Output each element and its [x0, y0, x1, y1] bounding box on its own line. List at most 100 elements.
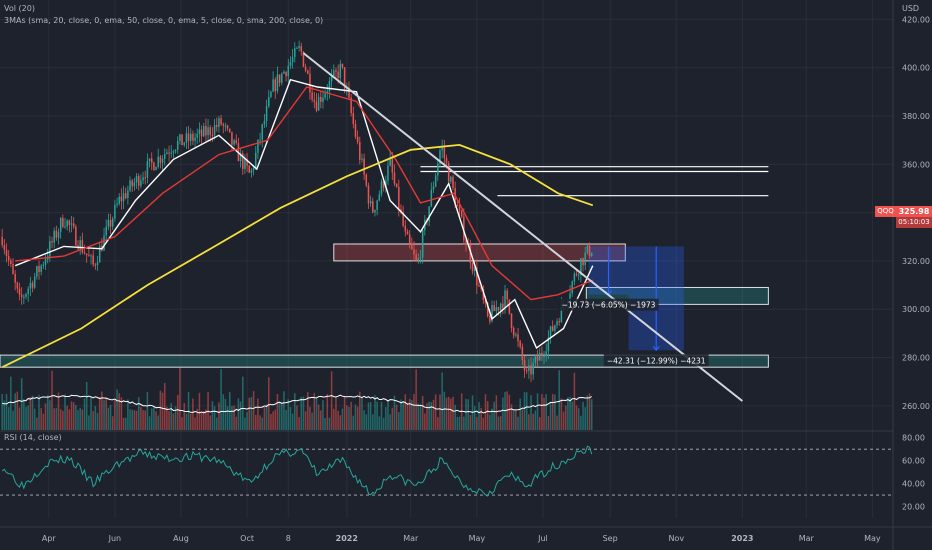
- volume-bar: [445, 397, 448, 430]
- volume-bar: [515, 410, 517, 430]
- volume-bar: [51, 370, 53, 430]
- volume-bar: [558, 370, 560, 430]
- volume-bar: [506, 391, 508, 430]
- volume-bar: [398, 412, 400, 430]
- volume-bar: [385, 407, 387, 430]
- volume-bar: [220, 369, 222, 430]
- candle-body: [146, 161, 149, 178]
- volume-bar: [584, 407, 586, 430]
- volume-bar: [328, 417, 331, 430]
- volume-bar: [66, 405, 68, 430]
- candle-body: [183, 142, 185, 146]
- candle-body: [202, 125, 205, 137]
- candle-body: [532, 362, 534, 375]
- candle-body: [530, 365, 532, 375]
- candle-body: [194, 137, 196, 141]
- volume-bar: [508, 394, 511, 430]
- volume-bar: [302, 396, 305, 430]
- measure-label: −19.73 (−6.05%) −1973: [562, 301, 656, 310]
- measure-label-bg: [603, 354, 709, 367]
- current-price-tag: 325.98: [896, 206, 932, 217]
- indicator-legend[interactable]: 3MAs (sma, 20, close, 0, ema, 50, close,…: [4, 16, 324, 25]
- ma-line-sma-20: [14, 78, 594, 349]
- volume-bar: [124, 417, 127, 430]
- candle-body: [571, 281, 573, 294]
- volume-bar: [59, 409, 62, 430]
- volume-bar: [75, 405, 77, 430]
- candle-body: [133, 182, 136, 187]
- candle-body: [499, 303, 502, 311]
- candle-body: [556, 321, 558, 326]
- volume-bar: [549, 403, 552, 430]
- volume-bar: [215, 417, 218, 430]
- candle-body: [307, 70, 309, 74]
- candle-body: [205, 125, 207, 136]
- volume-bar: [265, 404, 268, 430]
- volume-bar: [437, 417, 439, 430]
- candle-body: [261, 124, 264, 140]
- volume-bar: [551, 393, 554, 430]
- candle-body: [166, 152, 168, 154]
- volume-bar: [81, 409, 84, 430]
- volume-bar: [517, 416, 519, 430]
- volume-bar: [36, 417, 38, 430]
- rsi-legend[interactable]: RSI (14, close): [4, 433, 62, 442]
- candle-body: [471, 262, 474, 272]
- candle-body: [62, 217, 64, 227]
- measure-arrowhead: [652, 345, 660, 352]
- volume-bar: [14, 393, 16, 430]
- volume-bar: [575, 405, 578, 430]
- candle-body: [220, 118, 222, 125]
- candle-body: [287, 65, 290, 77]
- volume-bar: [248, 397, 251, 430]
- volume-bar: [311, 412, 313, 430]
- volume-bar: [163, 382, 166, 430]
- candle-body: [543, 355, 545, 357]
- candle-body: [291, 57, 294, 63]
- candle-body: [536, 356, 539, 361]
- volume-bar: [200, 413, 203, 430]
- volume-bar: [361, 396, 363, 430]
- candle-body: [148, 158, 151, 162]
- volume-bar: [343, 395, 346, 430]
- volume-bar: [224, 398, 227, 430]
- time-tick-label: 2023: [731, 534, 753, 543]
- volume-bar: [107, 407, 110, 430]
- volume-bar: [257, 398, 259, 430]
- ma-line-ema-50: [15, 86, 594, 301]
- candle-body: [196, 133, 198, 138]
- volume-bar: [88, 415, 90, 430]
- candle-body: [413, 249, 415, 255]
- candle-body: [554, 325, 556, 331]
- candle-body: [96, 262, 99, 265]
- volume-bar: [18, 407, 21, 430]
- candle-body: [228, 128, 231, 132]
- candle-body: [70, 223, 73, 225]
- candle-body: [1, 236, 3, 246]
- candle-body: [107, 220, 110, 227]
- volume-bar: [291, 413, 294, 430]
- volume-bar: [241, 376, 244, 430]
- candle-body: [103, 235, 105, 251]
- time-tick-label: Apr: [42, 534, 57, 543]
- bar-countdown-tag: 05:10:03: [896, 217, 932, 228]
- candle-body: [33, 276, 36, 288]
- volume-bar: [90, 396, 92, 430]
- candle-body: [120, 196, 123, 202]
- candle-body: [174, 149, 177, 152]
- candle-body: [29, 282, 32, 289]
- volume-bar: [404, 394, 407, 430]
- volume-bar: [573, 372, 576, 430]
- volume-bar: [335, 397, 337, 430]
- candle-body: [239, 153, 242, 162]
- candle-body: [12, 263, 14, 274]
- candle-body: [510, 313, 513, 328]
- volume-bar: [421, 395, 424, 430]
- resistance-zone: [333, 243, 626, 262]
- volume-legend[interactable]: Vol (20): [4, 4, 35, 13]
- time-tick-label: Mar: [403, 534, 419, 543]
- candle-body: [294, 48, 296, 58]
- candle-body: [53, 230, 55, 243]
- volume-bar: [521, 409, 524, 430]
